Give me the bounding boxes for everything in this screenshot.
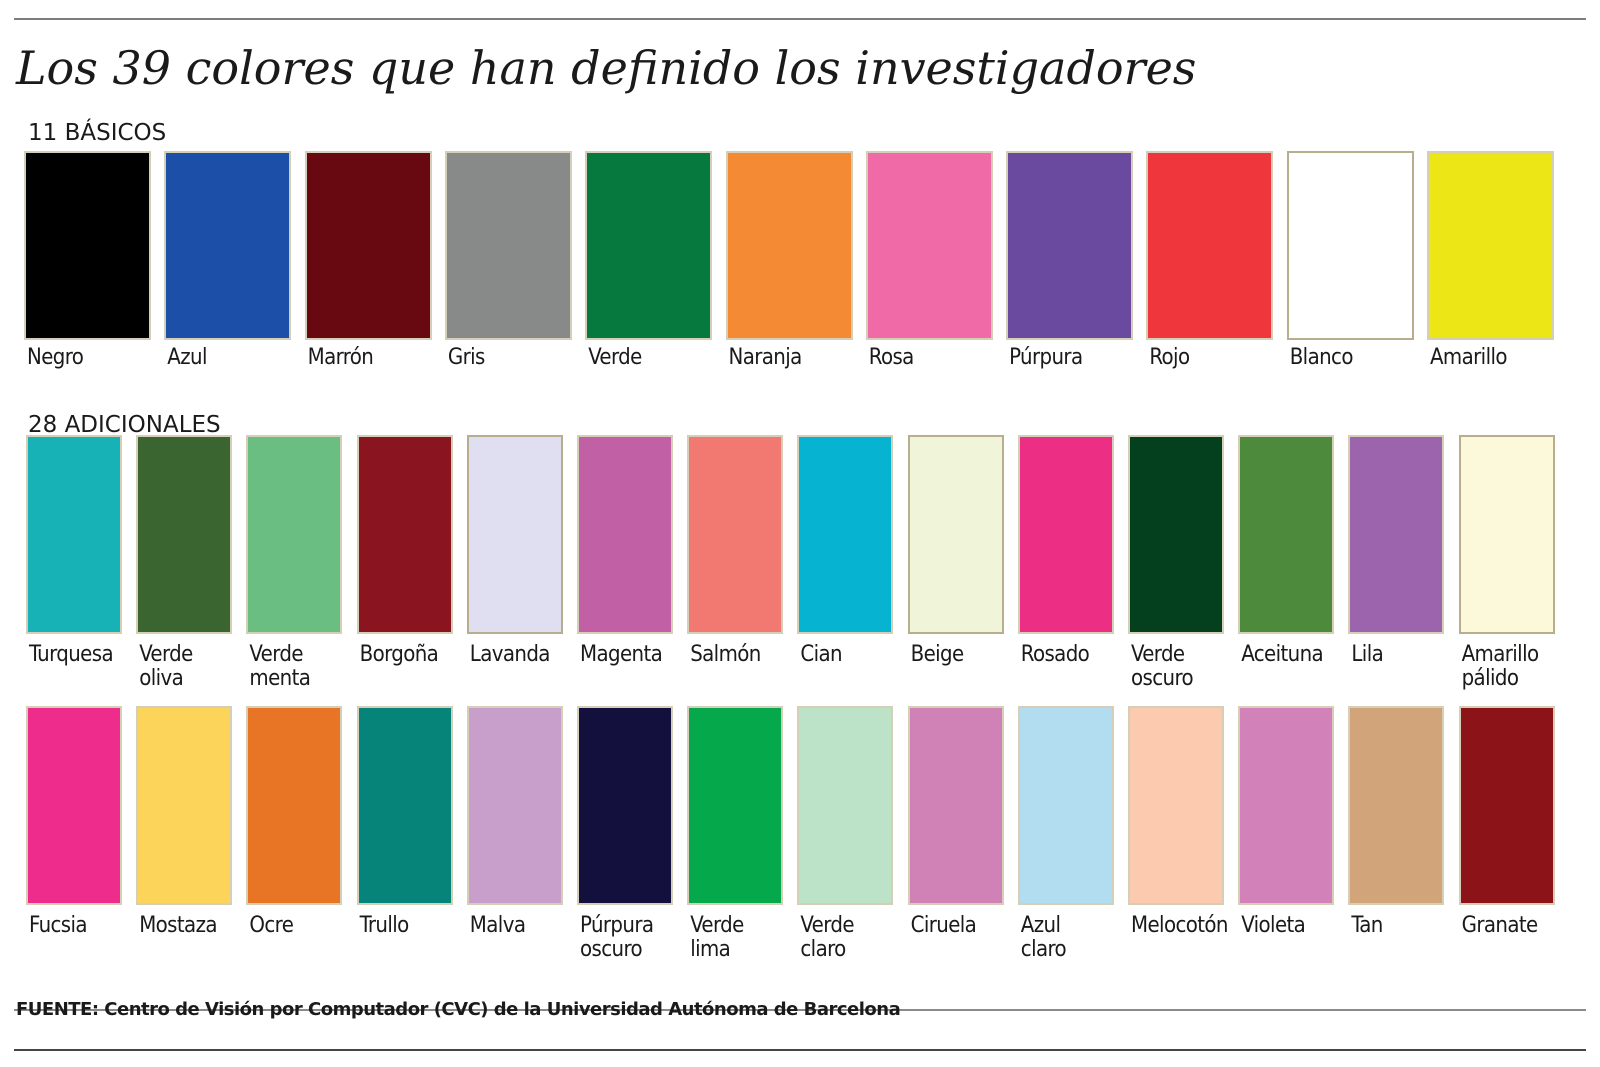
swatch-azul xyxy=(164,151,292,340)
swatch-label: Verde menta xyxy=(249,642,311,691)
swatch-label: Fucsia xyxy=(29,913,88,938)
swatch-borgona xyxy=(356,435,453,634)
swatch-label: Mostaza xyxy=(139,913,217,938)
source-note: FUENTE: Centro de Visión por Computador … xyxy=(16,999,901,1020)
swatch-verde-menta xyxy=(246,435,343,634)
swatch-magenta xyxy=(577,435,673,634)
swatch-label: Amarillo xyxy=(1430,345,1507,370)
basic-section-label: 11 BÁSICOS xyxy=(28,120,167,146)
swatch-verde-oscuro xyxy=(1128,435,1224,634)
swatch-label: Gris xyxy=(447,345,485,370)
swatch-label: Azul xyxy=(167,345,207,370)
swatch-label: Marrón xyxy=(307,345,374,370)
swatch-naranja xyxy=(725,151,853,340)
swatch-beige xyxy=(907,435,1004,634)
swatch-label: Melocotón xyxy=(1131,913,1228,938)
swatch-label: Ocre xyxy=(249,913,294,938)
swatch-label: Granate xyxy=(1461,913,1539,938)
swatch-label: Negro xyxy=(27,345,84,370)
swatch-fucsia xyxy=(26,706,122,905)
swatch-label: Amarillo pálido xyxy=(1461,642,1539,691)
swatch-purpura-oscuro xyxy=(577,706,673,905)
swatch-turquesa xyxy=(26,435,122,634)
swatch-azul-claro xyxy=(1017,706,1114,905)
swatch-rojo xyxy=(1146,151,1274,340)
swatch-label: Borgoña xyxy=(359,642,439,667)
swatch-label: Rosado xyxy=(1020,642,1090,667)
swatch-amarillo-palido xyxy=(1458,435,1555,634)
swatch-violeta xyxy=(1238,706,1335,905)
swatch-blanco xyxy=(1286,151,1414,340)
swatch-label: Magenta xyxy=(580,642,663,667)
swatch-ciruela xyxy=(907,706,1004,905)
swatch-amarillo xyxy=(1427,151,1554,340)
swatch-label: Beige xyxy=(910,642,965,667)
swatch-label: Verde claro xyxy=(800,913,854,962)
swatch-verde-oliva xyxy=(136,435,233,634)
source-top-rule xyxy=(14,1009,1586,1011)
swatch-salmon xyxy=(687,435,784,634)
swatch-label: Verde xyxy=(588,345,642,370)
swatch-malva xyxy=(466,706,563,905)
swatch-label: Naranja xyxy=(728,345,803,370)
swatch-label: Malva xyxy=(469,913,526,938)
swatch-trullo xyxy=(356,706,453,905)
swatch-label: Blanco xyxy=(1289,345,1354,370)
swatch-label: Verde oliva xyxy=(139,642,193,691)
swatch-label: Tan xyxy=(1351,913,1383,938)
swatch-lavanda xyxy=(466,435,563,634)
swatch-label: Lila xyxy=(1351,642,1384,667)
swatch-label: Cian xyxy=(800,642,842,667)
swatch-label: Azul claro xyxy=(1020,913,1067,962)
swatch-label: Lavanda xyxy=(469,642,551,667)
swatch-marron xyxy=(304,151,432,340)
swatch-label: Púrpura xyxy=(1009,345,1083,370)
swatch-aceituna xyxy=(1238,435,1335,634)
swatch-ocre xyxy=(246,706,343,905)
swatch-melocoton xyxy=(1128,706,1224,905)
swatch-label: Rojo xyxy=(1149,345,1190,370)
swatch-label: Trullo xyxy=(359,913,410,938)
swatch-label: Verde oscuro xyxy=(1131,642,1194,691)
swatch-cian xyxy=(797,435,894,634)
swatch-tan xyxy=(1348,706,1445,905)
swatch-label: Aceituna xyxy=(1241,642,1324,667)
swatch-gris xyxy=(444,151,572,340)
swatch-negro xyxy=(24,151,151,340)
bottom-rule xyxy=(14,1049,1586,1051)
swatch-label: Rosa xyxy=(868,345,915,370)
swatch-verde xyxy=(585,151,713,340)
swatch-label: Púrpura oscuro xyxy=(580,913,654,962)
swatch-verde-lima xyxy=(687,706,784,905)
page-title: Los 39 colores que han definido los inve… xyxy=(16,41,1197,95)
top-rule xyxy=(14,18,1586,20)
swatch-label: Ciruela xyxy=(910,913,977,938)
swatch-purpura xyxy=(1006,151,1134,340)
swatch-granate xyxy=(1458,706,1555,905)
swatch-label: Turquesa xyxy=(29,642,114,667)
additional-section-label: 28 ADICIONALES xyxy=(28,412,221,438)
swatch-rosado xyxy=(1017,435,1114,634)
swatch-mostaza xyxy=(136,706,233,905)
swatch-rosa xyxy=(865,151,993,340)
swatch-label: Verde lima xyxy=(690,913,744,962)
swatch-lila xyxy=(1348,435,1445,634)
swatch-label: Violeta xyxy=(1241,913,1306,938)
swatch-label: Salmón xyxy=(690,642,761,667)
swatch-verde-claro xyxy=(797,706,894,905)
